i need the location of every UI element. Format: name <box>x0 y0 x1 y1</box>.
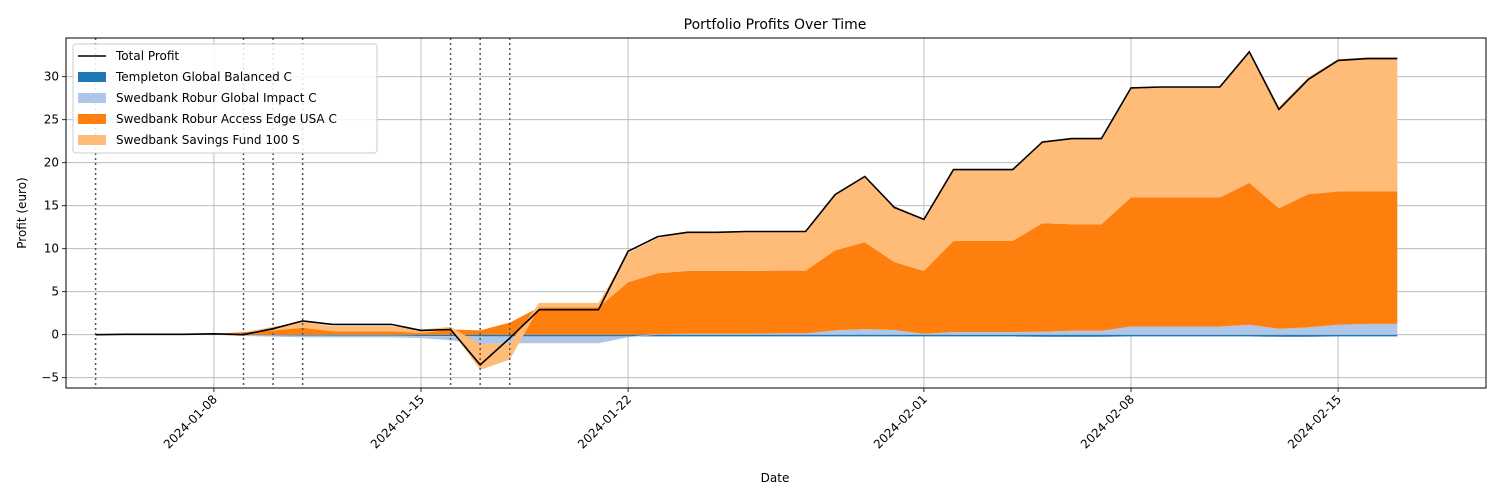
chart-title: Portfolio Profits Over Time <box>684 17 867 33</box>
y-tick-label: 15 <box>44 199 59 213</box>
legend-box <box>72 43 378 154</box>
x-axis-ticks: 2024-01-08 2024-01-15 2024-01-22 2024-02-01… <box>161 388 1344 451</box>
x-tick-label: 2024-01-22 <box>575 392 634 451</box>
area-series-3 <box>95 182 1398 335</box>
legend-entry-label: Total Profit <box>115 49 179 63</box>
stacked-areas <box>95 50 1398 370</box>
area-series-1 <box>95 334 1398 337</box>
legend-entry-label: Swedbank Robur Global Impact C <box>116 91 317 105</box>
legend-entry-label: Templeton Global Balanced C <box>115 70 292 84</box>
plot-frame <box>65 37 1487 389</box>
total-profit-line <box>95 50 1398 366</box>
area-series-2 <box>95 323 1398 345</box>
event-markers <box>94 38 511 388</box>
y-tick-label: 5 <box>51 285 59 299</box>
legend-entry-label: Swedbank Savings Fund 100 S <box>116 133 300 147</box>
y-tick-label: 30 <box>44 70 59 84</box>
x-tick-label: 2024-02-08 <box>1078 392 1137 451</box>
x-tick-label: 2024-02-01 <box>871 392 930 451</box>
y-tick-label: 0 <box>51 328 59 342</box>
legend-swatch <box>78 72 106 82</box>
y-tick-label: 20 <box>44 156 59 170</box>
x-tick-label: 2024-01-08 <box>161 392 220 451</box>
x-tick-label: 2024-02-15 <box>1285 392 1344 451</box>
y-tick-label: 25 <box>44 113 59 127</box>
legend-swatch <box>78 114 106 124</box>
legend-swatch <box>78 93 106 103</box>
y-tick-label: −5 <box>41 371 59 385</box>
x-axis-label: Date <box>761 471 790 485</box>
y-axis-label: Profit (euro) <box>15 177 29 248</box>
legend: Total Profit Templeton Global Balanced C S… <box>72 43 378 154</box>
legend-entry-label: Swedbank Robur Access Edge USA C <box>116 112 337 126</box>
x-tick-label: 2024-01-15 <box>368 392 427 451</box>
y-axis-ticks: −5 0 5 10 15 20 25 30 <box>41 70 66 385</box>
total-profit-layer <box>95 50 1398 366</box>
legend-swatch <box>78 135 106 145</box>
y-tick-label: 10 <box>44 242 59 256</box>
